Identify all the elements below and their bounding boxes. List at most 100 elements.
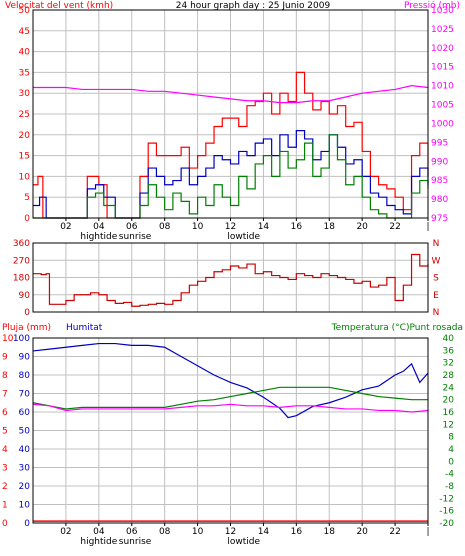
- wind-panel-event-label: lowtide: [227, 232, 260, 242]
- climate-panel-x-tick-label: 20: [356, 527, 368, 537]
- climate-panel-x-tick-label: |: [426, 527, 429, 537]
- compass-label: S: [433, 274, 439, 284]
- climate-panel-event-label: lowtide: [227, 537, 260, 547]
- temperature-y-tick-label: -12: [439, 494, 454, 504]
- wind-y-tick-label: 30: [19, 89, 31, 99]
- wind-y-tick-label: 20: [19, 131, 31, 141]
- humidity-y-tick-label: 10: [19, 501, 31, 511]
- temperature-y-tick-label: 28: [443, 371, 455, 381]
- humidity-y-tick-label: 50: [19, 427, 31, 437]
- climate-panel-x-tick-label: 22: [389, 527, 400, 537]
- humidity-y-tick-label: 70: [19, 390, 31, 400]
- pressure-y-tick-label: 1000: [431, 119, 454, 129]
- rain-y-tick-label: 3: [2, 464, 8, 474]
- chart-title: 24 hour graph day : 25 Junio 2009: [176, 1, 331, 11]
- wind-panel-x-tick-label: 16: [291, 222, 303, 232]
- direction-y-tick-label: 180: [13, 274, 30, 284]
- wind-axis-title: Velocitat del vent (kmh): [5, 1, 113, 11]
- pressure-y-tick-label: 980: [431, 195, 448, 205]
- temperature-y-tick-label: 24: [443, 383, 455, 393]
- dewpoint-series-line: [32, 403, 429, 413]
- compass-label: N: [433, 239, 440, 249]
- humidity-y-tick-label: 100: [13, 334, 30, 344]
- temperature-y-tick-label: 20: [443, 396, 455, 406]
- humidity-y-tick-label: 40: [19, 445, 31, 455]
- pressure-y-tick-label: 985: [431, 176, 448, 186]
- climate-panel-x-tick-label: 18: [324, 527, 336, 537]
- wind-panel-event-label: hightide: [80, 232, 117, 242]
- wind-panel-x-tick-label: |: [426, 222, 429, 232]
- climate-panel-x-tick-label: 02: [60, 527, 71, 537]
- pressure-series-line: [33, 85, 429, 104]
- pressure-y-tick-label: 1020: [431, 44, 454, 54]
- wind-panel-x-tick-label: 06: [126, 222, 138, 232]
- temperature-y-tick-label: 36: [443, 346, 455, 356]
- rain-y-tick-label: 1: [2, 501, 8, 511]
- temperature-y-tick-label: -16: [439, 507, 454, 517]
- wind-y-tick-label: 10: [19, 172, 31, 182]
- compass-label: E: [433, 291, 439, 301]
- wind-y-tick-label: 45: [19, 27, 30, 37]
- pressure-y-tick-label: 990: [431, 157, 448, 167]
- climate-panel-x-tick-label: 04: [93, 527, 105, 537]
- humidity-y-tick-label: 90: [19, 353, 31, 363]
- rain-y-tick-label: 10: [2, 334, 14, 344]
- pressure-y-tick-label: 1015: [431, 63, 454, 73]
- wind-y-tick-label: 0: [24, 214, 30, 224]
- wind-panel-x-tick-label: 20: [356, 222, 368, 232]
- wind-panel-x-tick-label: 22: [389, 222, 400, 232]
- wind-panel-x-tick-label: 14: [258, 222, 270, 232]
- wind-y-tick-label: 5: [24, 193, 30, 203]
- climate-panel-x-tick-label: 16: [291, 527, 303, 537]
- climate-panel-x-tick-label: 10: [192, 527, 204, 537]
- climate-panel-x-tick-label: 08: [159, 527, 171, 537]
- direction-y-tick-label: 90: [19, 291, 31, 301]
- wind-y-tick-label: 40: [19, 48, 31, 58]
- rain-axis-title: Pluja (mm): [2, 323, 51, 333]
- direction-panel-frame: [32, 242, 429, 313]
- rain-y-tick-label: 2: [2, 482, 8, 492]
- pressure-y-tick-label: 995: [431, 138, 448, 148]
- humidity-y-tick-label: 0: [24, 519, 30, 529]
- humidity-y-tick-label: 60: [19, 408, 31, 418]
- humidity-y-tick-label: 80: [19, 371, 31, 381]
- pressure-y-tick-label: 1030: [431, 6, 454, 16]
- pressure-y-tick-label: 1010: [431, 82, 454, 92]
- rain-y-tick-label: 4: [2, 445, 8, 455]
- rain-y-tick-label: 7: [2, 390, 8, 400]
- climate-panel-event-label: hightide: [80, 537, 117, 547]
- rain-y-tick-label: 0: [2, 519, 8, 529]
- wind-panel-x-tick-label: 08: [159, 222, 171, 232]
- temperature-y-tick-label: -8: [445, 482, 454, 492]
- wind-panel-x-tick-label: 10: [192, 222, 204, 232]
- climate-panel-x-tick-label: 12: [225, 527, 236, 537]
- humidity-series-line: [32, 342, 429, 419]
- rain-y-tick-label: 8: [2, 371, 8, 381]
- direction-y-tick-label: 0: [24, 308, 30, 318]
- pressure-y-tick-label: 1005: [431, 101, 454, 111]
- climate-panel-x-tick-label: 06: [126, 527, 138, 537]
- pressure-y-tick-label: 1025: [431, 25, 454, 35]
- rain-y-tick-label: 6: [2, 408, 8, 418]
- temperature-y-tick-label: 8: [448, 433, 454, 443]
- temperature-axis-title: Temperatura (°C)Punt rosada: [331, 323, 463, 333]
- direction-y-tick-label: 360: [13, 239, 30, 249]
- wind-panel-x-tick-label: 12: [225, 222, 236, 232]
- wind-direction-series-line: [33, 253, 429, 307]
- wind-y-tick-label: 25: [19, 110, 30, 120]
- temperature-y-tick-label: 0: [448, 457, 454, 467]
- wind-panel-event-label: sunrise: [119, 232, 152, 242]
- temperature-y-tick-label: 40: [443, 334, 455, 344]
- climate-panel-x-tick-label: 14: [258, 527, 270, 537]
- wind-y-tick-label: 15: [19, 152, 30, 162]
- temperature-y-tick-label: -4: [445, 470, 454, 480]
- temperature-y-tick-label: 12: [443, 420, 454, 430]
- rain-y-tick-label: 5: [2, 427, 8, 437]
- pressure-axis-title: Pressió (mb): [404, 0, 460, 11]
- wind-panel-x-tick-label: 02: [60, 222, 71, 232]
- temperature-y-tick-label: -20: [439, 519, 454, 529]
- temperature-y-tick-label: 32: [443, 359, 454, 369]
- wind-y-tick-label: 50: [19, 6, 31, 16]
- compass-label: N: [433, 308, 440, 318]
